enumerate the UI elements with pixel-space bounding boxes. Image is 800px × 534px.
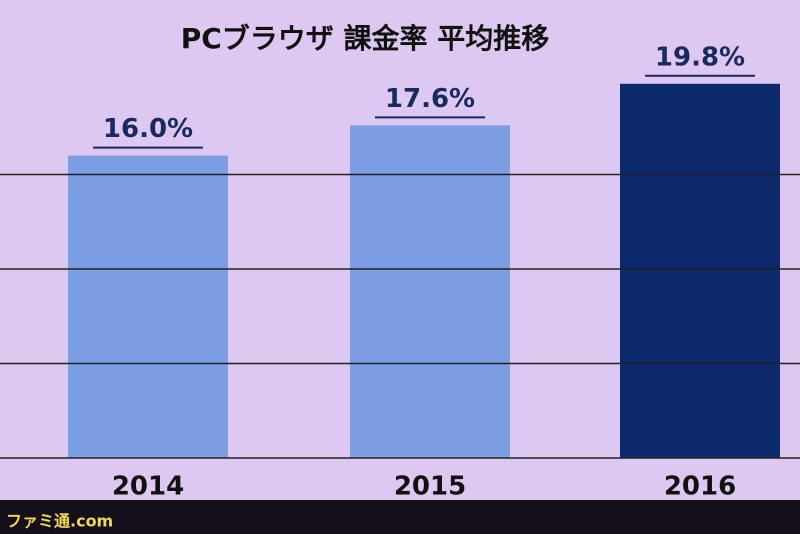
value-underline xyxy=(93,146,203,149)
x-tick-label: 2014 xyxy=(112,472,184,502)
x-tick-label: 2016 xyxy=(664,472,736,502)
value-label: 19.8% xyxy=(655,42,745,72)
chart-title: PCブラウザ 課金率 平均推移 xyxy=(181,22,550,55)
value-label: 16.0% xyxy=(103,114,193,144)
watermark: ファミ通.com xyxy=(6,512,113,531)
bar xyxy=(620,83,780,458)
value-underline xyxy=(645,74,755,77)
bar xyxy=(68,155,228,458)
value-label: 17.6% xyxy=(385,84,475,114)
value-underline xyxy=(375,116,485,119)
bottom-band xyxy=(0,500,800,534)
x-tick-label: 2015 xyxy=(394,472,466,502)
bar xyxy=(350,125,510,459)
